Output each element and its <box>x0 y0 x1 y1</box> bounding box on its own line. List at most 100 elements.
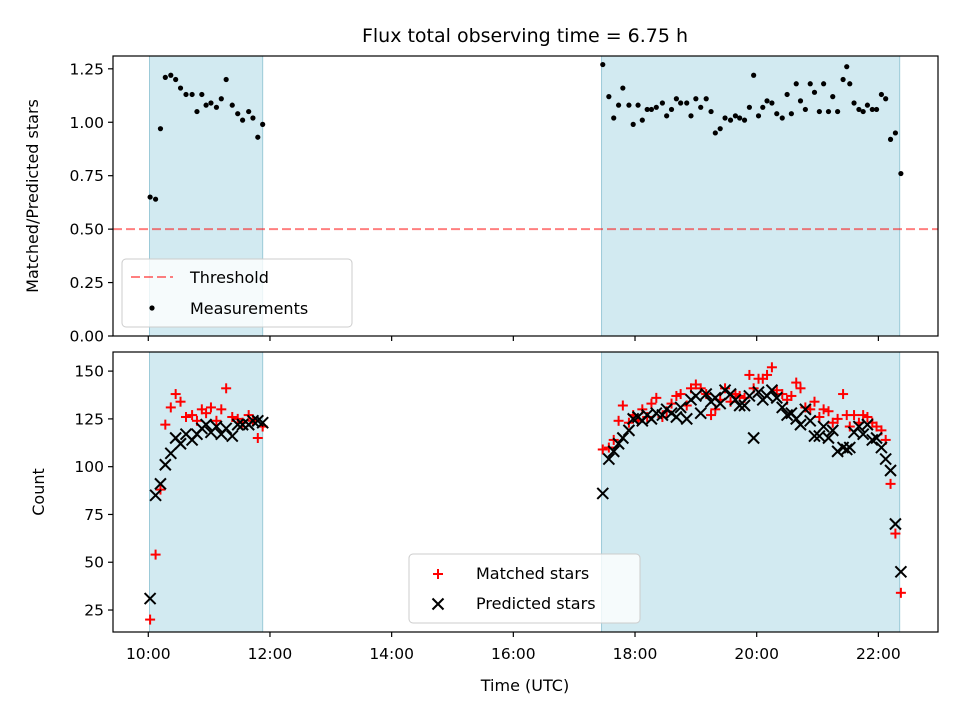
predicted-star-point <box>612 437 625 450</box>
measurement-point <box>892 130 899 136</box>
matched-star-point <box>597 444 608 455</box>
predicted-star-point <box>256 416 269 429</box>
predicted-star-point <box>822 431 835 445</box>
legend-predicted-swatch <box>431 597 445 611</box>
matched-star-point <box>805 404 816 415</box>
predicted-star-point <box>894 565 908 579</box>
measurement-point <box>727 117 734 123</box>
matched-star-point <box>165 402 176 413</box>
measurement-point <box>764 98 770 104</box>
predicted-star-point-b <box>738 399 751 412</box>
matched-star-point <box>243 410 254 421</box>
matched-star-point <box>216 404 227 415</box>
measurement-point <box>732 113 739 119</box>
predicted-star-point <box>826 424 839 437</box>
measurement-point <box>844 64 850 70</box>
predicted-star-point <box>199 418 213 431</box>
measurement-point <box>779 115 785 121</box>
measurement-point <box>218 96 224 102</box>
measurement-point <box>239 117 246 123</box>
measurement-point <box>606 94 612 100</box>
measurement-point <box>769 100 775 106</box>
predicted-star-point-b <box>743 389 756 403</box>
predicted-star-point <box>884 464 897 477</box>
matched-star-point <box>181 411 192 422</box>
measurement-point <box>639 117 645 123</box>
predicted-star-point <box>656 408 669 422</box>
measurement-point <box>223 76 229 83</box>
y-axis-label: Count <box>29 468 48 516</box>
matched-star-point <box>885 478 896 489</box>
matched-star-point <box>617 400 628 411</box>
measurement-point <box>229 102 235 108</box>
measurement-point <box>177 85 184 91</box>
predicted-star-point <box>790 412 803 426</box>
predicted-star-point <box>596 487 609 500</box>
x-axis-label: Time (UTC) <box>480 676 569 695</box>
measurement-point <box>737 115 743 121</box>
measurement-point <box>659 100 665 106</box>
matched-star-point <box>150 549 161 560</box>
measurement-point <box>788 111 794 117</box>
predicted-star-point <box>776 401 789 414</box>
measurement-point <box>162 74 168 80</box>
measurement-point <box>835 108 841 115</box>
y-tick-label: 25 <box>84 602 104 620</box>
measurement-point <box>797 98 804 104</box>
matched-star-point <box>201 408 212 419</box>
matched-star-point <box>160 419 171 430</box>
legend-box <box>408 553 641 624</box>
predicted-star-point <box>149 489 162 502</box>
matched-star-point <box>777 389 788 400</box>
matched-star-point <box>613 415 624 426</box>
measurement-point <box>698 104 704 110</box>
measurement-point <box>203 102 209 108</box>
predicted-star-point <box>622 424 636 437</box>
predicted-star-point <box>219 422 233 435</box>
measurement-point <box>208 100 214 106</box>
predicted-star-point <box>670 410 683 424</box>
predicted-star-point <box>689 389 703 403</box>
x-tick-label: 22:00 <box>856 645 901 663</box>
predicted-star-point <box>143 592 157 605</box>
predicted-star-point <box>164 447 178 460</box>
measurement-point <box>717 126 723 132</box>
matched-star-point <box>187 410 198 421</box>
measurement-point <box>883 96 889 102</box>
matched-star-point <box>862 411 873 422</box>
measurement-point <box>825 108 832 115</box>
matched-star-point <box>720 383 731 394</box>
predicted-star-point <box>889 517 902 531</box>
legend-matched-label: Matched stars <box>476 564 589 583</box>
x-tick-label: 18:00 <box>613 645 658 663</box>
predicted-star-point <box>747 431 760 445</box>
x-tick-label: 12:00 <box>248 645 293 663</box>
predicted-star-point-b <box>602 452 616 466</box>
predicted-star-point-b <box>808 429 821 443</box>
matched-star-point <box>675 389 686 400</box>
measurement-point <box>635 102 641 108</box>
measurement-point <box>873 106 880 113</box>
matched-star-point <box>175 396 186 407</box>
predicted-star-point <box>674 401 687 414</box>
predicted-star-point-b <box>670 410 683 424</box>
y-tick-label: 150 <box>74 363 104 381</box>
measurement-point <box>246 108 252 115</box>
predicted-star-point <box>699 387 713 401</box>
predicted-star-point-b <box>817 420 830 433</box>
measurement-point <box>644 106 650 113</box>
predicted-star-point-b <box>765 384 779 397</box>
predicted-star-point-b <box>650 406 663 420</box>
shaded-interval <box>601 55 901 337</box>
measurement-point <box>664 113 670 119</box>
measurement-point <box>851 100 857 106</box>
predicted-star-point <box>765 384 779 397</box>
measurement-point <box>746 104 752 110</box>
matched-star-point <box>221 383 232 394</box>
measurement-point <box>173 76 179 83</box>
predicted-star-point-b <box>231 418 244 431</box>
matched-star-point <box>818 404 829 415</box>
measurement-point <box>255 134 261 140</box>
predicted-star-point-b <box>752 385 765 399</box>
measurement-point <box>620 85 626 91</box>
